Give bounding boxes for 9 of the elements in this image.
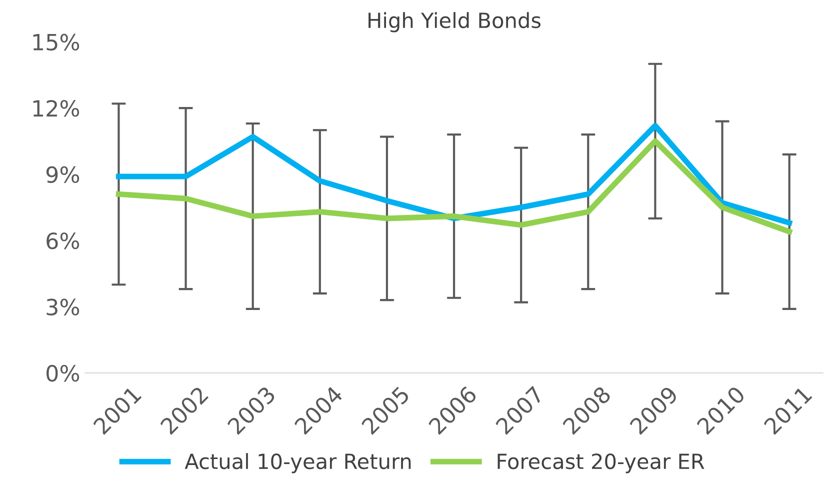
chart-title: High Yield Bonds bbox=[368, 12, 541, 32]
y-tick-label: 3% bbox=[46, 298, 80, 316]
y-tick-label: 6% bbox=[46, 232, 80, 250]
legend-label: Forecast 20-year ER bbox=[498, 453, 704, 474]
legend-label: Actual 10-year Return bbox=[184, 453, 411, 474]
y-tick-label: 9% bbox=[46, 166, 80, 184]
y-tick-label: 15% bbox=[33, 34, 80, 51]
y-tick-label: 0% bbox=[46, 364, 80, 382]
y-tick-label: 12% bbox=[33, 100, 80, 117]
